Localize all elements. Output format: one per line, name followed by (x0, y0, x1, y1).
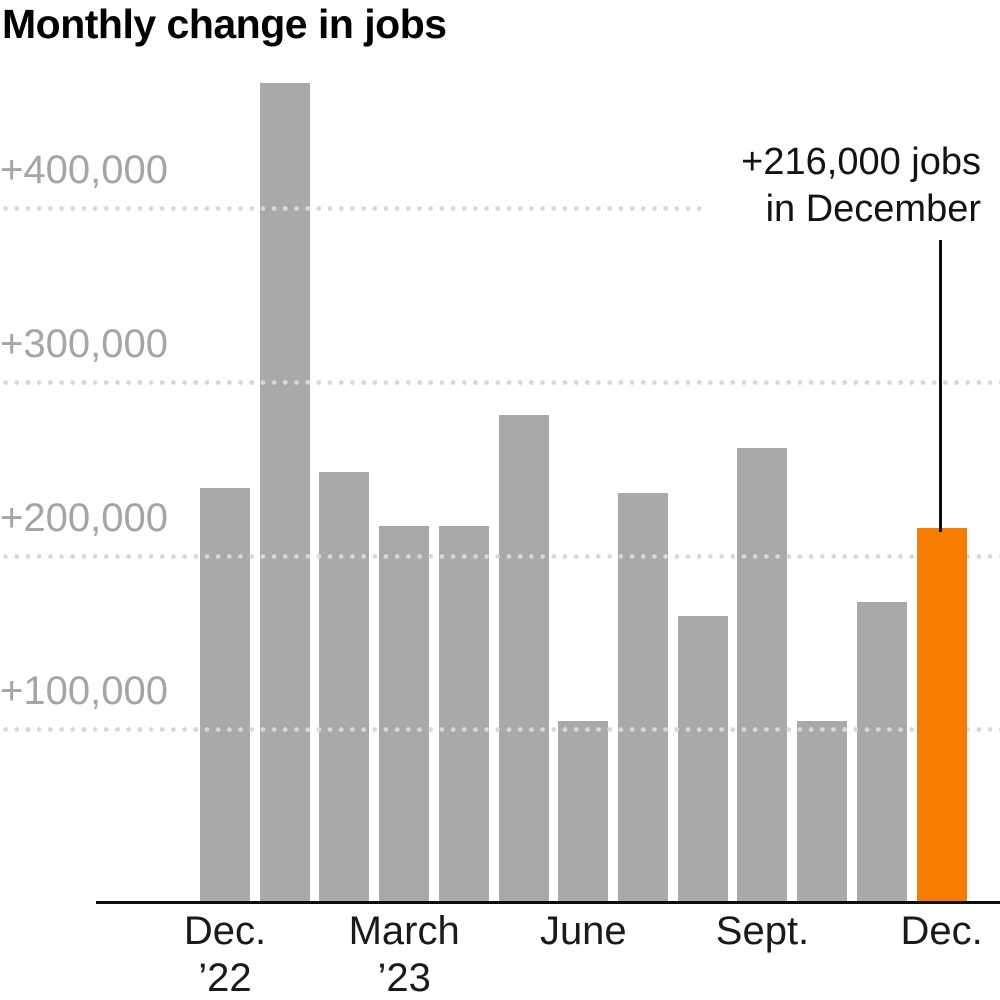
x-tick-line2: ’22 (198, 956, 252, 1000)
bar-jan-23 (259, 83, 310, 903)
gridline-200k (0, 553, 1000, 559)
x-tick-line1: Dec. (900, 909, 983, 953)
bar-june-23 (558, 720, 609, 903)
bar-april-23 (438, 526, 489, 903)
bar-may-23 (498, 414, 549, 903)
bar-march-23 (379, 526, 430, 903)
x-tick-line1: Sept. (715, 909, 810, 953)
x-tick-line2: ’23 (377, 956, 431, 1000)
bar-dec-23 (916, 527, 967, 903)
x-tick-line1: March (348, 909, 460, 953)
y-axis-label: +200,000 (0, 495, 168, 540)
x-axis-baseline (96, 901, 1000, 904)
annotation-leader-line (939, 240, 942, 532)
x-tick-line1: Dec. (183, 909, 267, 953)
gridline-300k (0, 379, 1000, 385)
x-axis-tick-sept: Sept. (716, 908, 809, 955)
bar-oct-23 (797, 720, 848, 903)
annotation: +216,000 jobs in December (741, 139, 981, 233)
x-axis-tick-march-23: March ’23 (349, 908, 460, 1000)
annotation-line1: +216,000 jobs (741, 141, 981, 183)
x-axis-tick-dec: Dec. (901, 908, 983, 955)
bar-nov-23 (856, 602, 907, 903)
bar-sept-23 (737, 447, 788, 903)
bar-july-23 (618, 493, 669, 903)
x-axis-tick-june: June (540, 908, 627, 955)
gridline-400k (0, 206, 706, 212)
gridline-100k (0, 727, 1000, 733)
y-axis-label: +100,000 (0, 669, 168, 714)
bar-aug-23 (677, 616, 728, 903)
annotation-line2: in December (765, 188, 981, 230)
plot-area: +400,000 +300,000 +200,000 +100,000 (0, 83, 1000, 903)
x-tick-line1: June (539, 909, 627, 953)
y-axis-label: +400,000 (0, 148, 168, 193)
x-axis-tick-dec-22: Dec. ’22 (184, 908, 266, 1000)
y-axis-label: +300,000 (0, 321, 168, 366)
bar-feb-23 (319, 472, 370, 903)
bar-dec-22 (200, 487, 250, 903)
chart-title: Monthly change in jobs (2, 1, 447, 47)
